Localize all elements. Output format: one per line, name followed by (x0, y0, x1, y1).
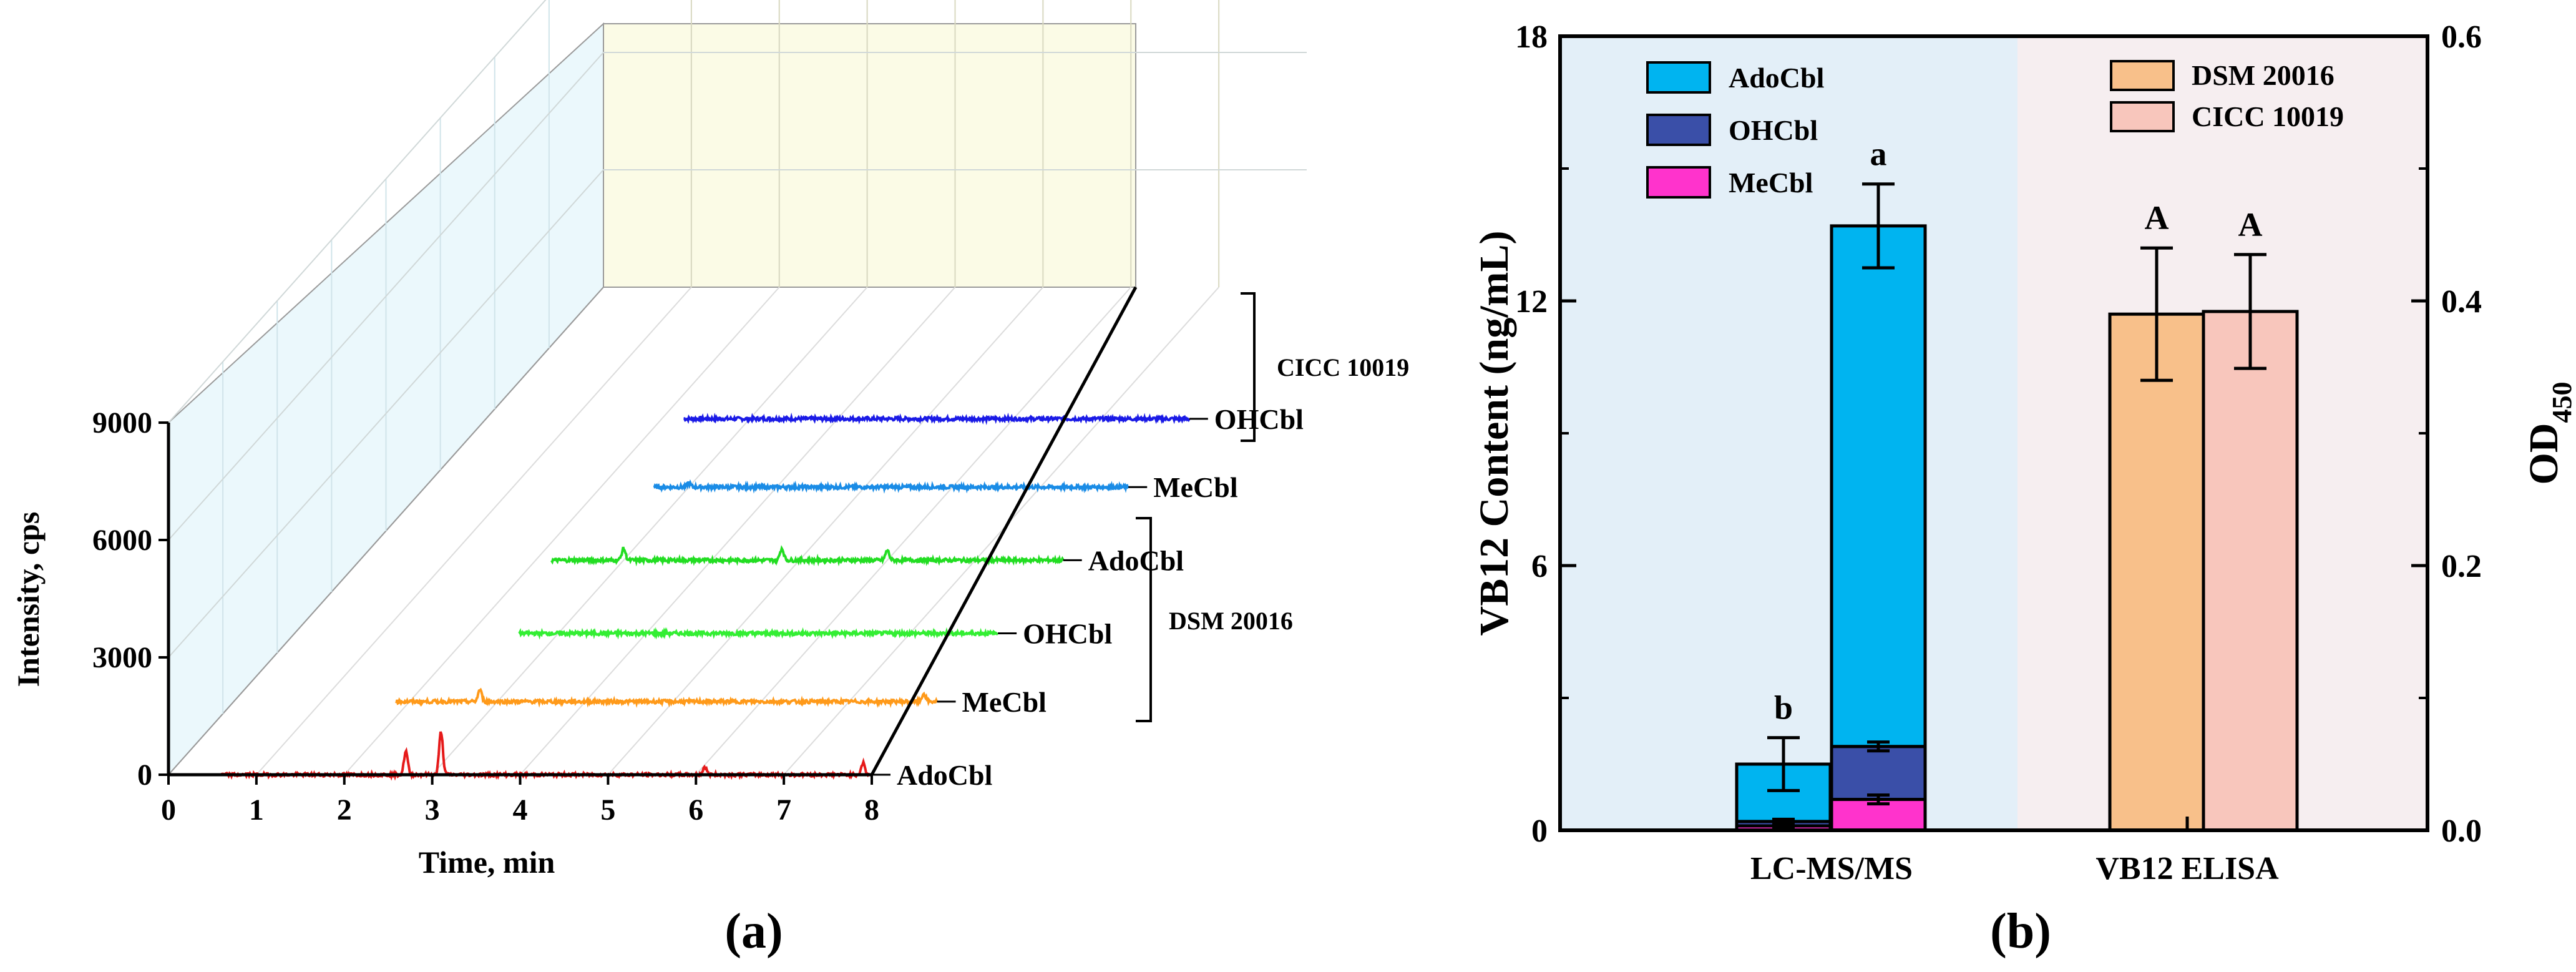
bracket-cicc (1241, 292, 1256, 442)
legend-swatch (2110, 60, 2175, 91)
series-label-adocbl: AdoCbl (1088, 544, 1184, 576)
legend: AdoCbl OHCbl MeCbl DSM 20016 CICC 10019 (1646, 59, 2344, 199)
y-axis-title: Intensity, cps (11, 512, 46, 687)
x-category-label: VB12 ELISA (2095, 851, 2279, 886)
panel-b-bar-chart: b a A A 0 6 12 18 0.0 0.2 0.4 0.6 LC-MS/MS VB12 EL… (1471, 19, 2576, 959)
elisa-bar (2108, 312, 2205, 832)
x-axis-title: Time, min (419, 845, 555, 880)
legend-label: CICC 10019 (2192, 101, 2344, 132)
elisa-bar (2202, 310, 2299, 832)
legend-swatch (1646, 61, 1711, 94)
y-ticks-right: 0.0 0.2 0.4 0.6 (2411, 19, 2482, 849)
x-tick-label: 2 (337, 793, 352, 827)
group-label-cicc: CICC 10019 (1277, 353, 1409, 381)
y-tick-label: 0 (137, 758, 152, 792)
y-tick-label: 9000 (92, 406, 152, 439)
x-ticks: 0 1 2 3 4 5 6 7 8 (161, 775, 879, 827)
y-axis-title-left: VB12 Content (ng/mL) (1471, 230, 1517, 636)
trace-mecbl-dsm (395, 687, 939, 709)
error-bars (1767, 182, 2266, 830)
series-label-ohcbl: OHCbl (1023, 618, 1112, 650)
trace-ohcbl-dsm (518, 627, 999, 640)
lcms-background (1560, 36, 2017, 830)
y-tick-label: 3000 (92, 641, 152, 674)
group-label-dsm: DSM 20016 (1169, 607, 1293, 635)
legend-label: OHCbl (1729, 114, 1818, 146)
significance-letter: A (2145, 199, 2169, 237)
floor-grid-line (256, 287, 692, 775)
trace-ohcbl-cicc (683, 412, 1191, 426)
y-ticks: 0 3000 6000 9000 (92, 406, 168, 792)
depth-axis-line (870, 286, 1138, 776)
x-tick-label: 0 (161, 793, 176, 827)
floor-grid-line (344, 287, 780, 775)
y-tick-label: 6 (1531, 549, 1548, 584)
legend-label: DSM 20016 (2192, 59, 2334, 91)
series-label-mecbl: MeCbl (1153, 471, 1237, 503)
bar-segment-ohcbl (1830, 745, 1927, 802)
y-tick-label: 12 (1515, 284, 1548, 320)
legend-swatch (1646, 114, 1711, 146)
panel-label-b: (b) (1990, 904, 2051, 959)
x-category-label: LC-MS/MS (1750, 851, 1913, 886)
y-axis-title-right: OD450 (2521, 382, 2576, 485)
x-tick-label: 8 (864, 793, 879, 827)
y2-tick-label: 0.0 (2441, 813, 2482, 849)
wall-grid-line (168, 52, 1307, 541)
back-wall (603, 23, 1136, 288)
x-categories: LC-MS/MS VB12 ELISA (1750, 817, 2279, 886)
trace-mecbl-cicc (653, 479, 1129, 494)
x-tick-label: 5 (600, 793, 615, 827)
legend-swatch (2110, 101, 2175, 132)
wall-grid-line (168, 169, 1307, 658)
panel-label-a: (a) (724, 904, 783, 959)
significance-letter: b (1774, 689, 1793, 727)
y-tick-label: 18 (1515, 19, 1548, 55)
significance-letters: b a A A (1774, 135, 2263, 727)
legend-label: AdoCbl (1729, 62, 1824, 94)
y2-tick-label: 0.2 (2441, 549, 2482, 584)
x-tick-label: 7 (776, 793, 791, 827)
floor-grid-line (607, 287, 1044, 775)
x-tick-label: 3 (425, 793, 440, 827)
y2-tick-label: 0.6 (2441, 19, 2482, 55)
bar-segment-adocbl (1830, 224, 1927, 749)
floor-grid-line (519, 287, 956, 775)
x-tick-label: 1 (249, 793, 264, 827)
y-tick-label: 6000 (92, 524, 152, 557)
legend-swatch (1646, 166, 1711, 199)
series-label-adocbl: AdoCbl (897, 759, 992, 791)
panel-a-waterfall: 0 1 2 3 4 5 6 7 8 0 3000 6000 9000 Time, min Intens… (11, 0, 1409, 959)
bracket-dsm (1136, 517, 1152, 722)
series-label-ohcbl: OHCbl (1214, 403, 1304, 435)
x-tick-label: 6 (688, 793, 703, 827)
series-label-mecbl: MeCbl (962, 686, 1046, 718)
y2-label-main: OD (2521, 423, 2567, 485)
significance-letter: A (2238, 206, 2263, 243)
floor-grid-line (695, 287, 1131, 775)
grid-lines (168, 0, 1307, 775)
y2-tick-label: 0.4 (2441, 284, 2482, 320)
y-ticks-left: 0 6 12 18 (1515, 19, 1576, 849)
significance-letter: a (1870, 135, 1887, 173)
trace-adocbl-cicc (550, 545, 1065, 567)
floor-grid-line (431, 287, 868, 775)
y2-label-sub: 450 (2547, 382, 2576, 423)
y-tick-label: 0 (1531, 813, 1548, 849)
legend-label: MeCbl (1729, 167, 1813, 199)
x-tick-label: 4 (513, 793, 528, 827)
floor-grid-line (783, 287, 1219, 775)
wall-grid-line (168, 0, 547, 423)
series-labels: OHCbl MeCbl AdoCbl OHCbl MeCbl AdoCbl (872, 403, 1304, 791)
